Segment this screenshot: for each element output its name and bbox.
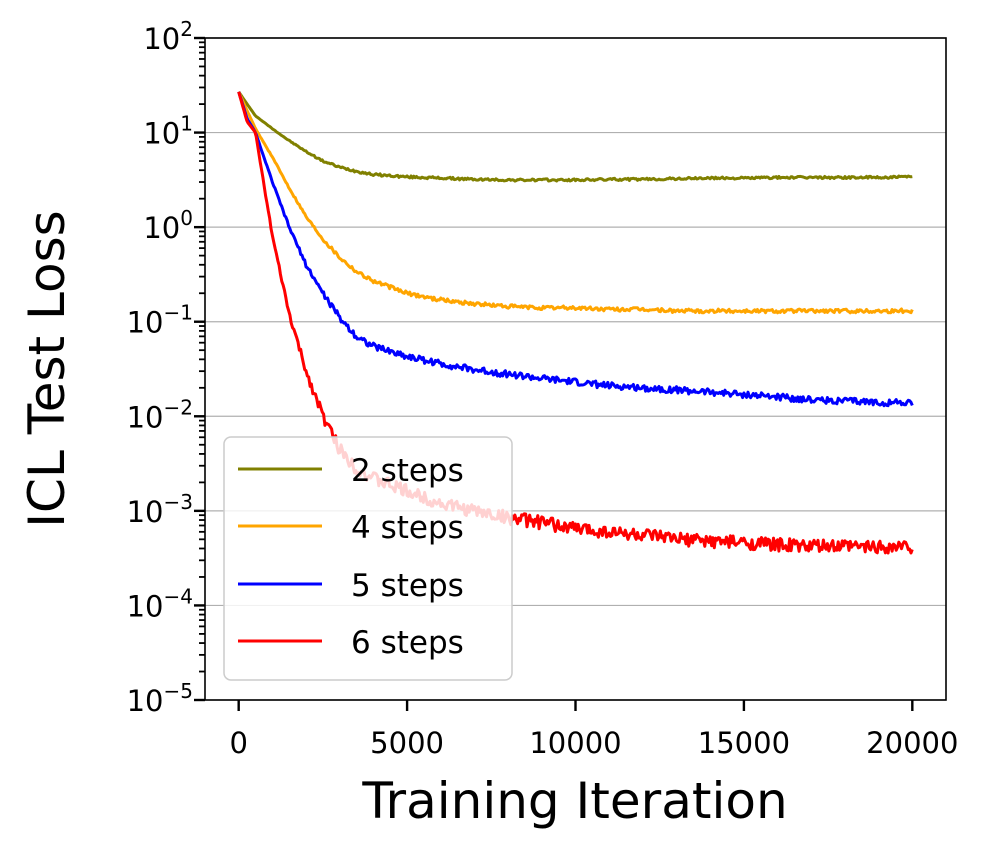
- legend-label: 2 steps: [351, 453, 464, 489]
- legend-label: 6 steps: [351, 625, 464, 661]
- y-tick-label: 101: [143, 112, 193, 151]
- x-axis-title: Training Iteration: [361, 772, 787, 830]
- x-tick-label: 10000: [529, 726, 621, 760]
- series-line-1: [237, 90, 913, 183]
- y-axis-title: ICL Test Loss: [18, 210, 76, 527]
- y-tick-label: 10−4: [127, 584, 193, 623]
- y-tick-label: 10−3: [127, 490, 193, 529]
- y-tick-label: 10−2: [127, 395, 193, 434]
- series-line-3: [237, 91, 914, 408]
- y-axis-ticks: 102 101 100 10−1 10−2 10−3 10−4 10−5: [127, 17, 205, 718]
- plot-frame: [204, 37, 947, 701]
- series-line-2: [237, 91, 914, 315]
- y-tick-label: 10−1: [127, 301, 193, 340]
- x-tick-label: 0: [229, 726, 247, 760]
- legend: 2 steps 4 steps 5 steps 6 steps: [223, 436, 513, 681]
- y-tick-label: 100: [143, 206, 193, 245]
- x-tick-label: 20000: [866, 726, 958, 760]
- legend-label: 5 steps: [351, 568, 464, 604]
- x-tick-label: 15000: [698, 726, 790, 760]
- x-tick-label: 5000: [370, 726, 444, 760]
- legend-label: 4 steps: [351, 510, 464, 546]
- legend-box: [223, 436, 513, 681]
- x-axis-ticks: 0 5000 10000 15000 20000: [229, 700, 958, 760]
- y-tick-label: 102: [143, 17, 193, 56]
- y-tick-label: 10−5: [127, 679, 193, 718]
